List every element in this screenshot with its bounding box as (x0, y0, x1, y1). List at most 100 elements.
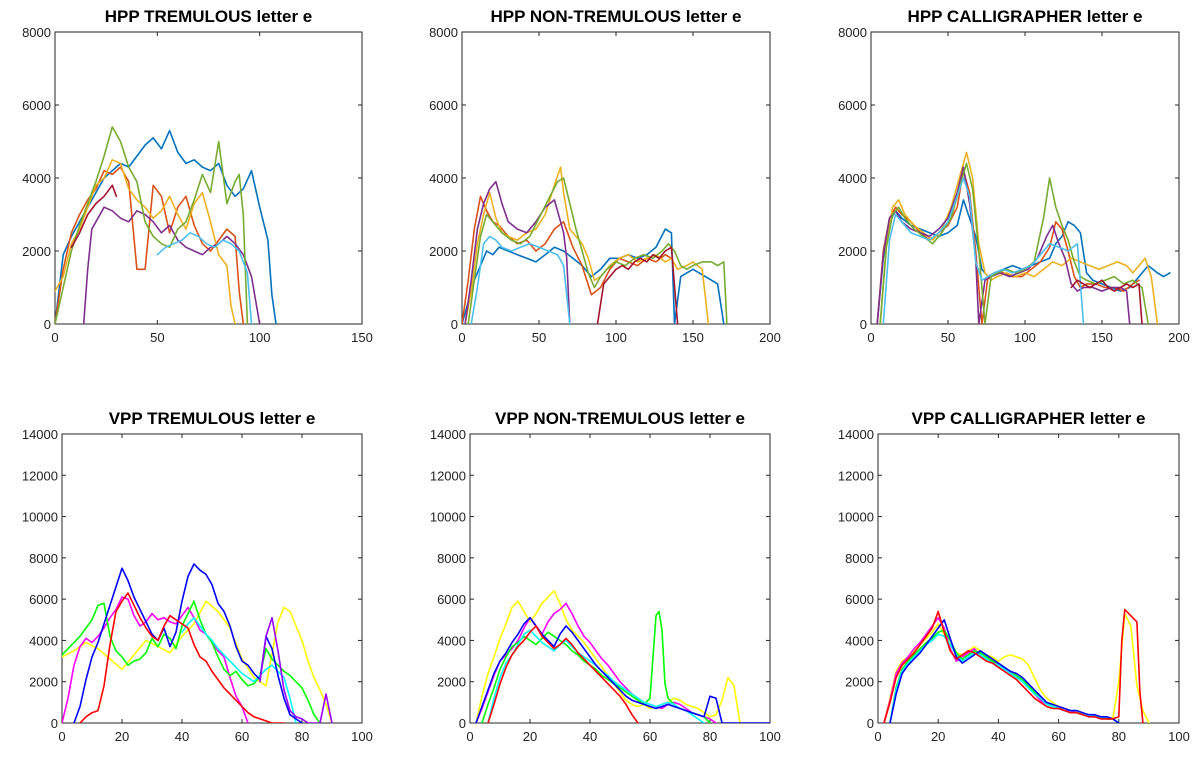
panel-vpp-tremulous: VPP TREMULOUS letter e 0 20 40 60 80 100 0 2000 4… (22, 409, 373, 744)
x-tick-label: 80 (1112, 729, 1126, 744)
series-group (462, 166, 728, 324)
y-tick-label: 10000 (22, 510, 58, 525)
y-tick-label: 8000 (838, 25, 867, 40)
y-tick-label: 2000 (838, 244, 867, 259)
x-tick-label: 150 (351, 330, 373, 345)
x-tick-label: 0 (51, 330, 58, 345)
x-tick-label: 0 (867, 330, 874, 345)
panel-hpp-calligrapher: HPP CALLIGRAPHER letter e0 50 100 150 200020… (838, 7, 1190, 345)
y-tick-label: 14000 (22, 427, 58, 442)
x-tick-label: 80 (295, 729, 309, 744)
y-tick-label: 4000 (29, 633, 58, 648)
series-line-2 (876, 169, 1140, 324)
series-line-6 (470, 235, 571, 324)
y-tick-label: 10000 (430, 510, 466, 525)
y-tick-label: 8000 (29, 551, 58, 566)
x-tick-label: 150 (1091, 330, 1113, 345)
y-tick-label: 0 (459, 716, 466, 731)
y-tick-label: 14000 (430, 427, 466, 442)
series-line-4 (82, 206, 261, 324)
x-tick-label: 100 (759, 729, 781, 744)
y-tick-label: 6000 (437, 592, 466, 607)
x-tick-label: 100 (1014, 330, 1036, 345)
series-line-6 (156, 232, 253, 324)
chart-title: HPP TREMULOUS letter e (105, 7, 313, 26)
x-tick-label: 40 (175, 729, 189, 744)
series-line-6 (883, 608, 1144, 723)
series-line-7 (1070, 279, 1143, 324)
x-tick-label: 20 (523, 729, 537, 744)
x-tick-label: 40 (583, 729, 597, 744)
x-tick-label: 100 (249, 330, 271, 345)
y-tick-label: 4000 (838, 171, 867, 186)
series-line-6 (79, 592, 285, 723)
panel-hpp-non-tremulous: HPP NON-TREMULOUS letter e0 50 100 150 20002… (429, 7, 781, 345)
series-line-1 (62, 600, 333, 723)
series-group (475, 590, 770, 723)
y-tick-label: 8000 (429, 25, 458, 40)
series-line-1 (462, 228, 725, 324)
x-tick-label: 50 (532, 330, 546, 345)
x-tick-label: 0 (874, 729, 881, 744)
series-line-3 (62, 600, 321, 723)
x-tick-label: 200 (1168, 330, 1190, 345)
chart-title: VPP NON-TREMULOUS letter e (495, 409, 745, 428)
series-line-5 (889, 618, 1120, 723)
y-tick-label: 12000 (22, 468, 58, 483)
series-group (55, 126, 277, 324)
x-tick-label: 60 (1051, 729, 1065, 744)
y-tick-label: 2000 (22, 244, 51, 259)
panel-hpp-tremulous: HPP TREMULOUS letter e 0 50 100 150 0 2000 4000… (22, 7, 373, 345)
x-tick-label: 50 (941, 330, 955, 345)
chart-title: VPP TREMULOUS letter e (109, 409, 316, 428)
y-tick-label: 0 (44, 317, 51, 332)
y-tick-label: 2000 (437, 675, 466, 690)
x-tick-label: 80 (703, 729, 717, 744)
x-tick-label: 0 (458, 330, 465, 345)
y-tick-label: 0 (860, 317, 867, 332)
x-tick-label: 60 (643, 729, 657, 744)
x-tick-label: 20 (931, 729, 945, 744)
series-group (883, 608, 1150, 723)
x-tick-label: 40 (991, 729, 1005, 744)
axes-frame (61, 433, 363, 724)
y-tick-label: 0 (451, 317, 458, 332)
series-line-3 (879, 151, 1159, 324)
chart-title: VPP CALLIGRAPHER letter e (912, 409, 1146, 428)
series-group (876, 151, 1171, 324)
y-tick-label: 6000 (838, 98, 867, 113)
y-tick-label: 6000 (845, 592, 874, 607)
x-tick-label: 100 (351, 729, 373, 744)
y-tick-label: 6000 (429, 98, 458, 113)
x-tick-label: 20 (115, 729, 129, 744)
series-group (62, 563, 333, 723)
y-tick-label: 4000 (845, 633, 874, 648)
panel-vpp-non-tremulous: VPP NON-TREMULOUS letter e 0 20 40 60 80 100 0 2… (430, 409, 781, 744)
y-tick-label: 14000 (838, 427, 874, 442)
axes-frame (469, 433, 771, 724)
series-line-1 (55, 129, 277, 324)
series-line-7 (259, 616, 333, 723)
y-tick-label: 12000 (430, 468, 466, 483)
chart-title: HPP NON-TREMULOUS letter e (491, 7, 742, 26)
x-tick-label: 200 (759, 330, 781, 345)
chart-title: HPP CALLIGRAPHER letter e (908, 7, 1143, 26)
series-line-2 (462, 195, 673, 324)
y-tick-label: 8000 (22, 25, 51, 40)
y-tick-label: 0 (867, 716, 874, 731)
y-tick-label: 4000 (429, 171, 458, 186)
axes-frame (54, 31, 363, 325)
y-tick-label: 2000 (29, 675, 58, 690)
y-tick-label: 12000 (838, 468, 874, 483)
series-line-4 (464, 180, 571, 324)
x-tick-label: 0 (58, 729, 65, 744)
y-tick-label: 8000 (437, 551, 466, 566)
y-tick-label: 6000 (22, 98, 51, 113)
y-tick-label: 2000 (845, 675, 874, 690)
x-tick-label: 50 (150, 330, 164, 345)
y-tick-label: 0 (51, 716, 58, 731)
series-line-5 (475, 616, 770, 723)
axes-frame (877, 433, 1180, 724)
x-tick-label: 100 (605, 330, 627, 345)
